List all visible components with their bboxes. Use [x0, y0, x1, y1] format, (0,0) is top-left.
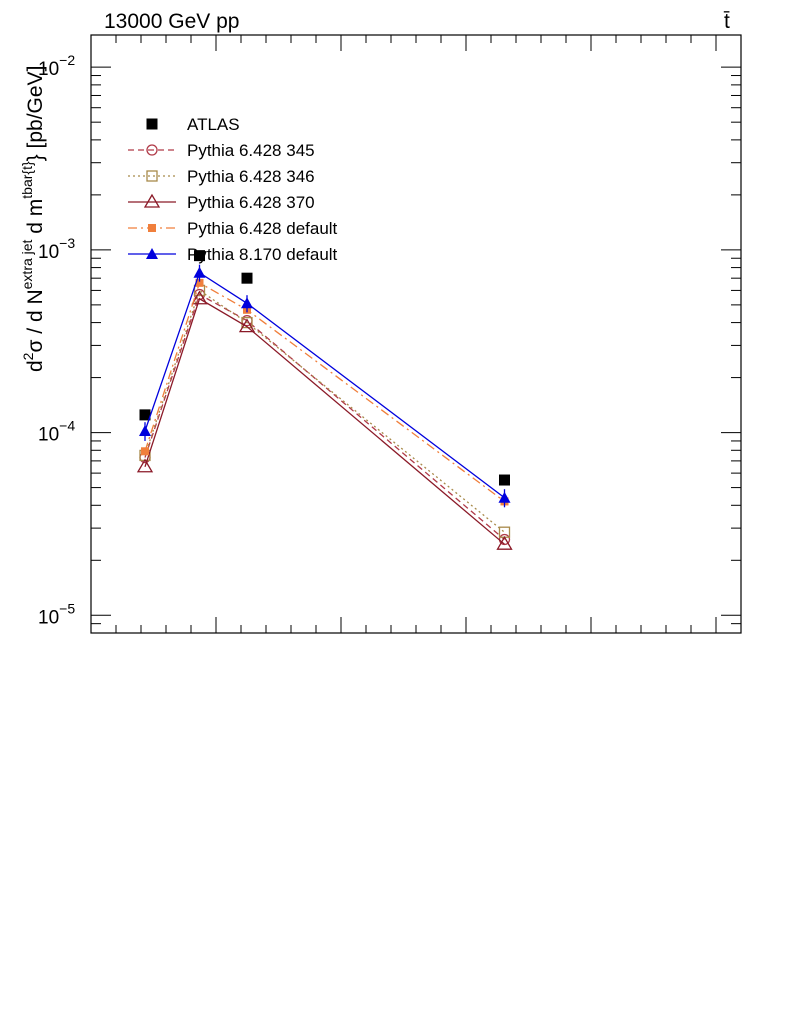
data-point [241, 297, 253, 309]
series-2 [139, 284, 511, 538]
series-3 [136, 290, 513, 550]
data-point [498, 491, 511, 503]
legend-entry: ATLAS [146, 115, 240, 134]
header-left-text: 13000 GeV pp [104, 10, 239, 33]
y-tick-label: 10−3 [38, 235, 75, 263]
legend-marker [148, 224, 156, 232]
series-line [144, 281, 505, 502]
x-axis-ticks [90, 35, 742, 633]
legend: ATLAS Pythia 6.428 345 Pythia 6.428 346 Pyt… [128, 115, 338, 264]
legend-label: Pythia 6.428 default [187, 219, 338, 238]
data-point [193, 266, 206, 278]
series-0 [139, 250, 510, 486]
series-line [144, 271, 505, 499]
legend-label: Pythia 6.428 345 [187, 141, 315, 160]
data-point [496, 535, 513, 550]
y-axis-ticks [91, 66, 741, 634]
data-point [191, 290, 208, 305]
header-right-text: t̄ [724, 10, 730, 33]
series-line [144, 289, 505, 533]
y-tick-label: 10−4 [38, 418, 75, 446]
series-1 [139, 288, 511, 546]
data-point [194, 250, 205, 262]
legend-entry: Pythia 8.170 default [128, 245, 338, 264]
y-tick-label: 10−5 [38, 600, 75, 628]
data-point [139, 409, 151, 421]
data-point [141, 447, 149, 456]
data-point [499, 474, 510, 486]
data-point [241, 316, 253, 329]
legend-label: Pythia 6.428 370 [187, 193, 315, 212]
legend-entry: Pythia 6.428 default [128, 219, 338, 238]
legend-marker [146, 118, 158, 130]
data-point [139, 425, 151, 437]
data-point [238, 318, 256, 333]
y-axis-tick-labels: 10−5 10−4 10−3 10−2 [38, 52, 75, 628]
legend-label: ATLAS [187, 115, 240, 134]
y-axis-title: d2σ / d Nextra jet d mtbar{t}} [pb/GeV] [19, 66, 47, 372]
legend-marker [146, 248, 158, 259]
data-point [136, 458, 154, 473]
data-point [195, 278, 204, 287]
data-series [136, 250, 513, 550]
legend-marker [146, 144, 158, 156]
legend-label: Pythia 8.170 default [187, 245, 338, 264]
legend-label: Pythia 6.428 346 [187, 167, 315, 186]
legend-marker [143, 193, 161, 208]
legend-entry: Pythia 6.428 346 [128, 167, 315, 186]
legend-entry: Pythia 6.428 370 [128, 193, 315, 212]
series-5 [139, 264, 511, 508]
legend-entry: Pythia 6.428 345 [128, 141, 315, 160]
y-tick-label: 10−2 [38, 52, 75, 80]
series-line [144, 297, 505, 545]
legend-marker [146, 170, 158, 182]
data-point [241, 272, 253, 284]
series-line [144, 293, 505, 540]
